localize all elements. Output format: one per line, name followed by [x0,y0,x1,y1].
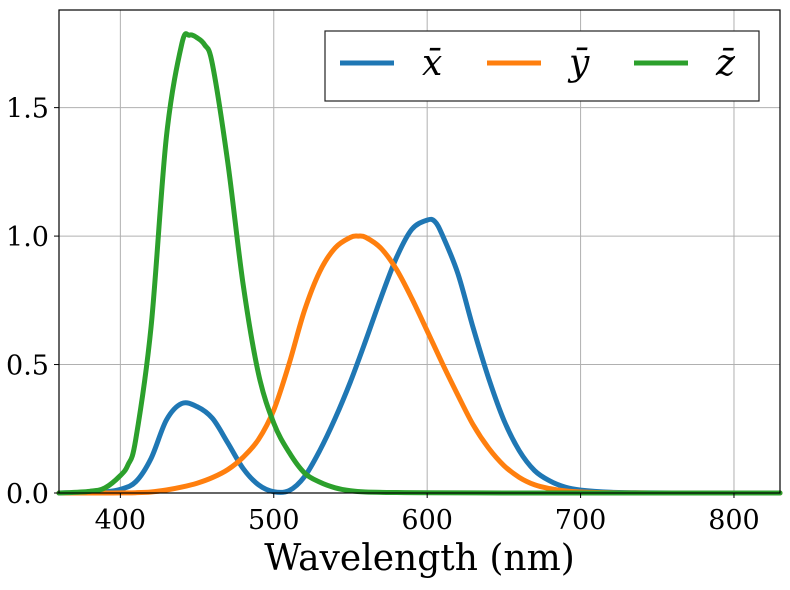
legend-label-0: x̄ [422,43,442,84]
plot-frame [58,9,781,494]
y-tick-label: 1.0 [6,222,49,253]
legend-label-1: ȳ [567,43,590,84]
legend: x̄ ȳ z̄ [324,30,760,102]
ticks: 400 500 600 700 800 0.0 0.5 1.0 1.5 [6,94,760,536]
series-line-1 [56,233,783,496]
x-tick-label: 800 [708,505,760,536]
x-tick-label: 700 [555,505,607,536]
x-tick-label: 500 [248,505,300,536]
legend-box [324,30,760,102]
x-tick-label: 400 [95,505,147,536]
x-axis-label: Wavelength (nm) [264,538,575,579]
series-line-0 [56,216,783,496]
legend-label-2: z̄ [715,43,736,84]
y-tick-label: 0.0 [6,479,49,510]
x-tick-label: 600 [401,505,453,536]
y-tick-label: 0.5 [6,351,49,382]
y-tick-label: 1.5 [6,94,49,125]
